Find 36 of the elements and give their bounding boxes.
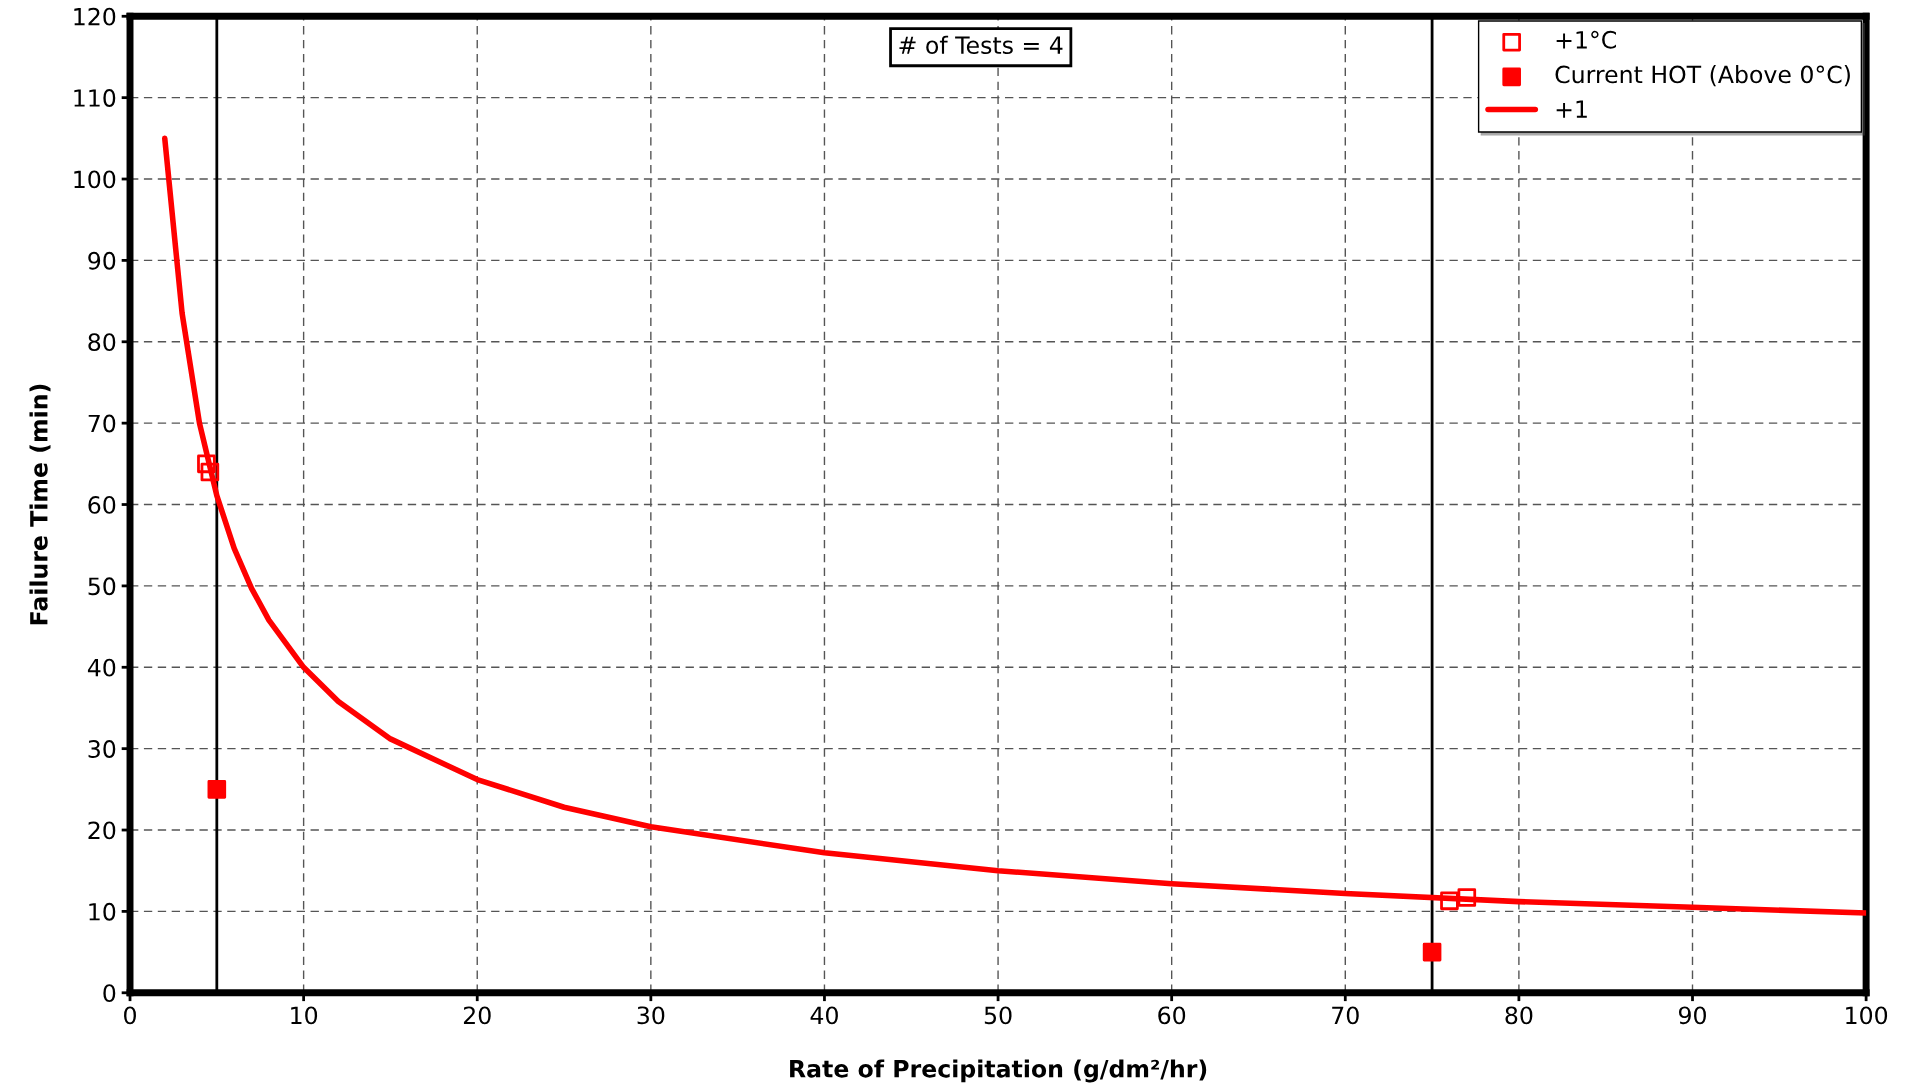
point xyxy=(1457,888,1477,907)
point xyxy=(1422,942,1442,962)
y-tick-label: 10 xyxy=(89,902,116,921)
legend-label: Current HOT (Above 0°C) xyxy=(1555,65,1850,87)
point xyxy=(197,454,216,474)
x-tick-label: 70 xyxy=(1332,1006,1359,1025)
x-tick-label: 30 xyxy=(637,1006,665,1025)
x-tick-label: 10 xyxy=(291,1006,318,1025)
y-tick-label: 120 xyxy=(74,7,116,26)
point xyxy=(1440,891,1459,911)
x-tick-label: 80 xyxy=(1505,1006,1533,1025)
y-tick-label: 70 xyxy=(88,414,116,433)
point xyxy=(207,780,227,799)
x-tick-label: 100 xyxy=(1846,1006,1888,1025)
y-tick-label: 20 xyxy=(88,821,116,840)
y-tick-label: 60 xyxy=(88,495,116,514)
y-tick-label: 30 xyxy=(88,740,116,758)
y-axis-title: Failure Time (min) xyxy=(29,384,51,625)
legend-label: +1°C xyxy=(1556,30,1616,49)
legend-label: +1 xyxy=(1556,100,1587,118)
annotation: # of Tests = 4 xyxy=(899,35,1063,55)
x-tick-label: 0 xyxy=(124,1006,136,1025)
point xyxy=(200,462,220,482)
x-tick-label: 20 xyxy=(463,1006,491,1025)
y-tick-label: 40 xyxy=(87,658,116,677)
x-tick-label: 60 xyxy=(1158,1006,1186,1025)
x-tick-label: 50 xyxy=(984,1006,1012,1025)
x-axis-title: Rate of Precipitation (g/dm²/hr) xyxy=(790,1059,1207,1083)
y-tick-label: 50 xyxy=(88,577,116,596)
y-tick-label: 110 xyxy=(74,89,116,107)
x-tick-label: 40 xyxy=(810,1006,838,1025)
y-tick-label: 80 xyxy=(88,333,116,352)
x-tick-label: 90 xyxy=(1678,1006,1706,1025)
y-tick-label: 100 xyxy=(74,170,116,189)
y-tick-label: 0 xyxy=(103,984,116,1003)
y-tick-label: 90 xyxy=(88,251,116,270)
